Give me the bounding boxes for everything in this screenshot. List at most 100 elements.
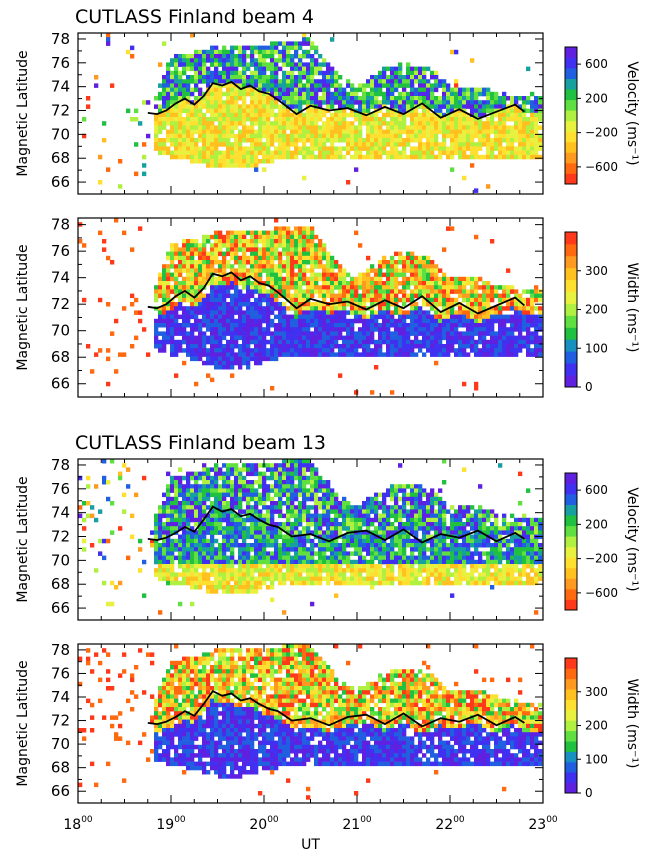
data-cell (382, 352, 387, 357)
colorbar-segment (565, 120, 577, 132)
data-cell (210, 234, 215, 240)
data-cell (234, 112, 239, 118)
data-cell (490, 129, 495, 135)
data-cell (294, 79, 299, 84)
data-cell (206, 488, 211, 493)
data-cell (198, 538, 203, 544)
data-cell (306, 117, 311, 122)
data-cell (410, 306, 415, 311)
data-cell (338, 331, 343, 336)
data-cell (270, 293, 275, 299)
data-cell (222, 501, 227, 506)
data-cell (302, 239, 307, 244)
data-cell (426, 310, 431, 315)
data-cell (330, 91, 335, 97)
data-cell (386, 348, 391, 353)
data-cell (370, 125, 375, 130)
data-cell (234, 163, 239, 168)
data-cell (390, 66, 395, 72)
data-cell (214, 360, 219, 366)
data-cell (306, 285, 311, 290)
data-cell (446, 281, 451, 286)
data-cell (338, 91, 343, 97)
data-cell (422, 344, 427, 349)
data-cell (474, 331, 479, 336)
data-cell (318, 310, 323, 315)
data-cell (138, 568, 143, 573)
data-cell (206, 306, 211, 311)
data-cell (414, 318, 419, 324)
data-cell (518, 96, 523, 101)
data-cell (306, 314, 311, 320)
data-cell (174, 501, 179, 506)
data-cell (246, 314, 251, 320)
data-cell (270, 100, 275, 105)
data-cell (478, 331, 483, 336)
data-cell (338, 314, 343, 320)
data-cell (470, 129, 475, 135)
data-cell (254, 142, 259, 147)
data-cell (210, 96, 215, 101)
data-cell (410, 302, 415, 307)
data-cell (194, 496, 199, 502)
data-cell (406, 138, 411, 143)
data-cell (102, 475, 107, 481)
data-cell (522, 129, 527, 135)
data-cell (166, 133, 171, 139)
data-cell (506, 108, 511, 114)
data-cell (194, 58, 199, 63)
data-cell (474, 234, 479, 240)
data-cell (310, 66, 315, 72)
data-cell (198, 138, 203, 143)
data-cell (326, 251, 331, 257)
data-cell (470, 146, 475, 151)
data-cell (290, 335, 295, 341)
data-cell (250, 62, 255, 67)
data-cell (534, 314, 539, 320)
data-cell (214, 260, 219, 265)
data-cell (414, 66, 419, 72)
data-cell (290, 75, 295, 80)
data-cell (362, 285, 367, 290)
data-cell (458, 112, 463, 118)
data-cell (298, 62, 303, 67)
data-cell (374, 314, 379, 320)
data-cell (198, 70, 203, 76)
data-cell (318, 331, 323, 336)
data-cell (282, 323, 287, 328)
data-cell (230, 62, 235, 67)
data-cell (482, 142, 487, 147)
data-cell (482, 100, 487, 105)
data-cell (274, 45, 279, 51)
data-cell (474, 96, 479, 101)
data-cell (214, 356, 219, 362)
data-cell (198, 572, 203, 577)
data-cell (282, 335, 287, 341)
data-cell (294, 276, 299, 282)
data-cell (410, 138, 415, 143)
data-cell (294, 352, 299, 357)
data-cell (290, 239, 295, 244)
data-cell (494, 314, 499, 320)
data-cell (178, 580, 183, 586)
data-cell (342, 117, 347, 122)
data-cell (158, 318, 163, 324)
data-cell (354, 331, 359, 336)
data-cell (490, 117, 495, 122)
data-cell (390, 117, 395, 122)
data-cell (286, 108, 291, 114)
data-cell (234, 243, 239, 248)
data-cell (250, 327, 255, 332)
data-cell (374, 365, 379, 370)
data-cell (414, 331, 419, 336)
data-cell (194, 475, 199, 481)
data-cell (174, 543, 179, 548)
data-cell (210, 142, 215, 147)
data-cell (270, 302, 275, 307)
data-cell (230, 45, 235, 51)
data-cell (294, 121, 299, 126)
data-cell (266, 150, 271, 156)
data-cell (514, 112, 519, 118)
data-cell (202, 58, 207, 63)
data-cell (194, 297, 199, 303)
